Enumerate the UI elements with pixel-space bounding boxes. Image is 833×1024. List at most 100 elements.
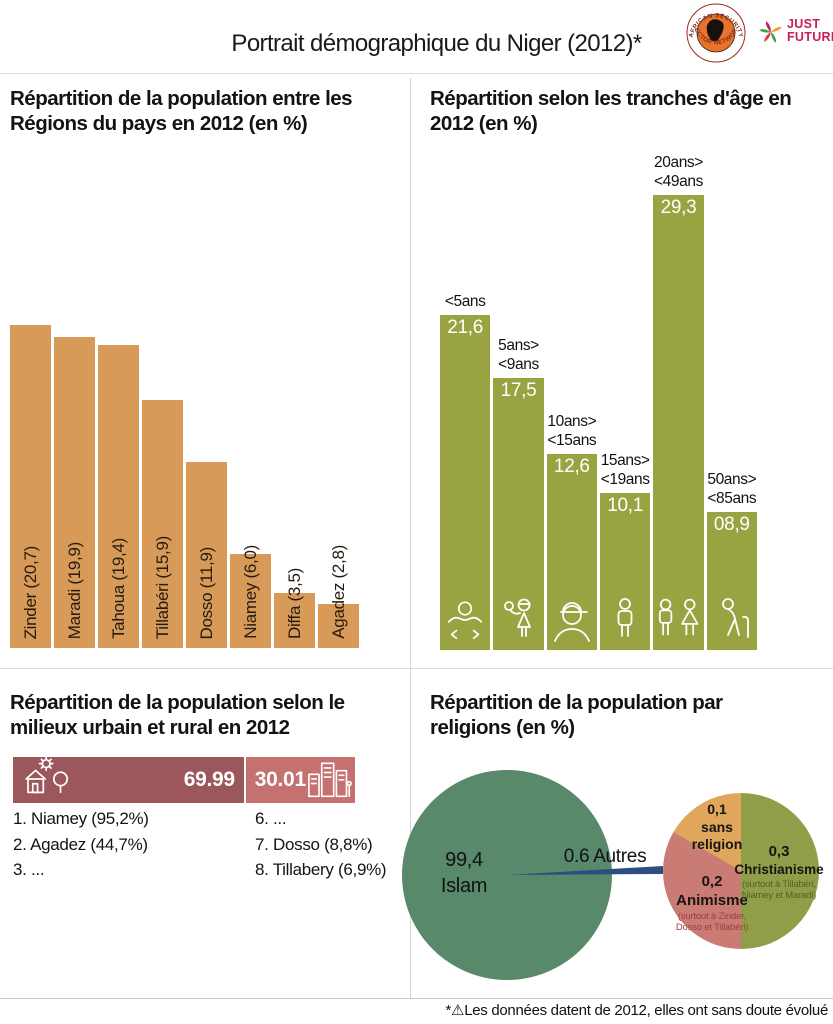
region-bar <box>318 604 359 648</box>
segment-value: 30.01 <box>254 768 306 791</box>
age-bar-column: 5ans> <9ans 17,5 <box>493 120 544 650</box>
just-future-line2: FUTURE <box>787 30 833 44</box>
region-bar-label: Tillabéri (15,9) <box>152 535 172 639</box>
age-bar-column: <5ans 21,6 <box>440 120 491 650</box>
regions-chart-title: Répartition de la population entre les R… <box>10 87 353 135</box>
sans-religion-label: 0,1 sans religion <box>683 801 751 854</box>
age-bar-chart: <5ans 21,6 5ans> <9ans 17,5 10ans> <15ans 12,… <box>440 120 757 650</box>
just-future-line1: JUST <box>787 16 821 31</box>
city-icon <box>306 757 354 803</box>
christianisme-label: 0,3 Christianisme (surtout à Tillabéri, … <box>733 843 825 901</box>
baby-icon <box>440 599 490 643</box>
islam-label: 99,4 Islam <box>414 847 514 899</box>
region-bar-label: Zinder (20,7) <box>20 545 40 639</box>
age-range-label: 20ans> <49ans <box>654 154 703 191</box>
city-list-item: 7. Dosso (8,8%) <box>255 834 373 854</box>
regions-bar-chart: Zinder (20,7) Maradi (19,9) Tahoua (19,4) T… <box>10 325 359 648</box>
region-bar-column: Zinder (20,7) <box>10 325 51 648</box>
age-value-label: 12,6 <box>553 456 590 477</box>
animisme-value: 0,2 <box>701 873 723 890</box>
region-bar-column: Niamey (6,0) <box>230 325 271 648</box>
elderly-icon <box>707 597 757 643</box>
city-list-item: 2. Agadez (44,7%) <box>13 834 148 854</box>
teen-icon <box>547 599 597 643</box>
age-value-label: 08,9 <box>713 514 750 535</box>
age-range-label: <5ans <box>444 293 486 311</box>
region-bar-label: Agadez (2,8) <box>328 545 348 639</box>
divider-top <box>0 73 833 74</box>
ages-chart-title: Répartition selon les tranches d'âge en … <box>430 87 792 135</box>
region-bar-label: Dosso (11,9) <box>196 546 216 639</box>
region-bar <box>230 554 271 648</box>
age-range-label: 15ans> <19ans <box>600 452 650 489</box>
city-list-left: 1. Niamey (95,2%) 2. Agadez (44,7%) 3. ... <box>13 806 149 883</box>
age-bar: 29,3 <box>653 195 704 650</box>
city-list-item: 6. ... <box>255 809 287 828</box>
age-bar-column: 50ans> <85ans 08,9 <box>706 120 757 650</box>
animisme-name: Animisme <box>676 891 748 909</box>
just-future-pinwheel-icon <box>759 21 782 43</box>
region-bar-label: Maradi (19,9) <box>64 541 84 639</box>
africa-silhouette-icon <box>706 19 724 42</box>
region-bar-column: Tillabéri (15,9) <box>142 325 183 648</box>
age-value-label: 17,5 <box>500 380 537 401</box>
animisme-note: (surtout à Zinder, Dosso et Tillabéri) <box>675 910 749 933</box>
region-bar <box>98 345 139 648</box>
age-bar-column: 10ans> <15ans 12,6 <box>546 120 597 650</box>
region-bar-column: Dosso (11,9) <box>186 325 227 648</box>
urban-rural-chart-title: Répartition de la population selon le mi… <box>10 691 345 739</box>
divider-vertical <box>410 78 411 998</box>
age-bar: 12,6 <box>546 454 597 650</box>
couple-icon <box>653 597 703 643</box>
age-bar-column: 15ans> <19ans 10,1 <box>599 120 651 650</box>
age-bar-column: 20ans> <49ans 29,3 <box>653 120 704 650</box>
age-value-label: 10,1 <box>607 495 644 516</box>
footnote: *⚠Les données datent de 2012, elles ont … <box>445 1002 829 1019</box>
christianisme-value: 0,3 <box>768 843 790 860</box>
age-value-label: 21,6 <box>447 317 484 338</box>
autres-label: 0.6 Autres <box>563 846 647 867</box>
region-bar-label: Diffa (3,5) <box>284 567 304 639</box>
age-bar: 08,9 <box>706 512 757 650</box>
region-bar-column: Maradi (19,9) <box>54 325 95 648</box>
region-bar-label: Tahoua (19,4) <box>108 537 128 639</box>
region-bar <box>142 400 183 648</box>
village-icon <box>22 757 78 803</box>
sans-religion-value: 0,1 <box>707 801 727 817</box>
segment-urbain: 30.01 <box>245 757 355 803</box>
child-icon <box>493 597 543 643</box>
divider-footer <box>0 998 833 999</box>
region-bar-column: Tahoua (19,4) <box>98 325 139 648</box>
city-list-item: 3. ... <box>13 860 45 879</box>
islam-circle <box>402 770 612 980</box>
city-list-item: 8. Tillabery (6,9%) <box>255 860 387 879</box>
adult-icon <box>600 597 650 643</box>
region-bar <box>10 325 51 648</box>
age-bar: 10,1 <box>599 493 651 650</box>
just-future-wordmark: JUST FUTURE <box>787 16 833 44</box>
urban-rural-stacked-bar: 69.99 30.01 <box>13 757 355 803</box>
city-list-item: 1. Niamey (95,2%) <box>13 809 149 828</box>
page-title: Portrait démographique du Niger (2012)* <box>231 30 642 57</box>
sans-religion-name: sans religion <box>691 818 743 853</box>
islam-name: Islam <box>440 875 488 897</box>
age-range-label: 5ans> <9ans <box>498 337 539 374</box>
religions-chart-title: Répartition de la population par religio… <box>430 691 723 739</box>
christianisme-note: (surtout à Tillabéri, Niamey et Maradi) <box>741 878 817 902</box>
other-religions-pie <box>663 793 819 949</box>
age-value-label: 29,3 <box>660 197 697 218</box>
just-future-logo: JUST FUTURE <box>758 16 833 46</box>
region-bar-label: Niamey (6,0) <box>240 545 260 639</box>
region-bar-column: Agadez (2,8) <box>318 325 359 648</box>
region-bar <box>54 337 95 648</box>
segment-rural: 69.99 <box>13 757 244 803</box>
islam-value: 99,4 <box>445 849 483 871</box>
assn-logo-icon: AFRICAN SECURITY SECTOR NETWORK <box>684 0 746 63</box>
region-bar-column: Diffa (3,5) <box>274 325 315 648</box>
animisme-label: 0,2 Animisme (surtout à Zinder, Dosso et… <box>669 873 755 933</box>
region-bar <box>186 462 227 648</box>
christianisme-name: Christianisme <box>734 861 824 877</box>
age-bar: 21,6 <box>440 315 491 650</box>
city-list-right: 6. ... 7. Dosso (8,8%) 8. Tillabery (6,9%) <box>255 806 387 883</box>
